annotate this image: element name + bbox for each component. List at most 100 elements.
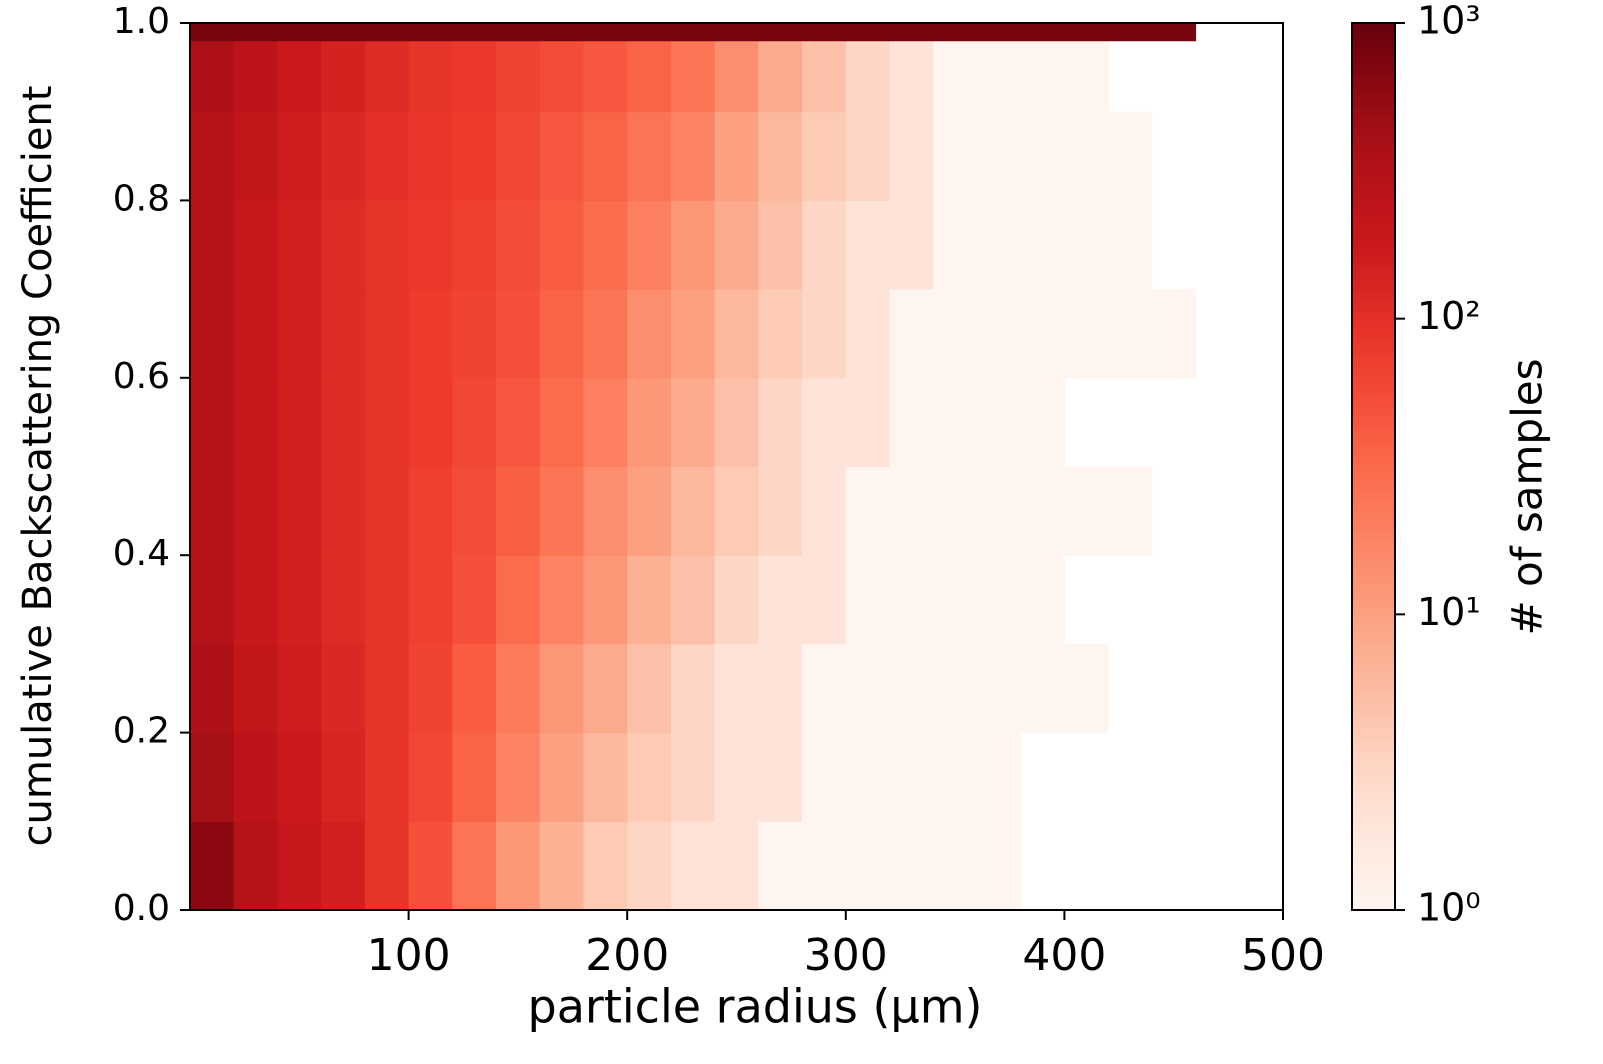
heatmap-cell xyxy=(1020,643,1065,734)
heatmap-cell xyxy=(976,377,1022,467)
heatmap-cell xyxy=(845,732,891,822)
heatmap-cell xyxy=(1108,200,1153,290)
heatmap-cell xyxy=(496,732,541,822)
heatmap-cell xyxy=(233,377,278,467)
heatmap-cell xyxy=(1108,23,1153,42)
heatmap-cell xyxy=(277,643,322,734)
heatmap-cell xyxy=(190,200,235,290)
heatmap-cell xyxy=(408,200,453,290)
y-tick-label: 0.0 xyxy=(113,888,170,929)
heatmap-cell xyxy=(277,111,322,201)
heatmap-cell xyxy=(452,200,497,290)
x-tick-label: 300 xyxy=(804,930,888,981)
heatmap-cell xyxy=(670,289,716,379)
heatmap-cell xyxy=(321,821,366,911)
heatmap-cell xyxy=(889,732,934,822)
colorbar-tick-label: 10⁰ xyxy=(1417,886,1481,930)
heatmap-cell xyxy=(496,111,541,201)
heatmap-cell xyxy=(670,732,716,822)
heatmap-cell xyxy=(408,111,453,201)
heatmap-cell xyxy=(277,732,322,822)
heatmap-cell xyxy=(277,289,322,379)
heatmap-cell xyxy=(976,732,1022,822)
heatmap-cell xyxy=(714,289,759,379)
heatmap-cell xyxy=(933,821,978,911)
heatmap-cell xyxy=(277,377,322,467)
heatmap-cell xyxy=(889,377,934,467)
heatmap-cell xyxy=(933,200,978,290)
heatmap-cell xyxy=(845,111,891,201)
heatmap-cell xyxy=(1020,40,1065,113)
heatmap-cell xyxy=(933,40,978,113)
heatmap-cell xyxy=(364,289,410,379)
colorbar-label: # of samples xyxy=(1503,359,1552,636)
heatmap-cell xyxy=(408,821,453,911)
heatmap-cell xyxy=(1020,555,1065,645)
heatmap-cell xyxy=(321,377,366,467)
x-tick-label: 200 xyxy=(585,930,669,981)
heatmap-cell xyxy=(408,555,453,645)
heatmap-cell xyxy=(889,555,934,645)
heatmap-cell xyxy=(496,289,541,379)
colorbar-tick-label: 10¹ xyxy=(1417,590,1481,634)
x-axis-label: particle radius (μm) xyxy=(528,980,983,1034)
colorbar xyxy=(1351,22,1396,911)
heatmap-cell xyxy=(976,466,1022,556)
y-tick-label: 0.2 xyxy=(113,711,170,752)
heatmap-cell xyxy=(408,23,453,42)
heatmap-cell xyxy=(364,23,410,42)
heatmap-cell xyxy=(758,200,803,290)
heatmap-cell xyxy=(583,732,628,822)
heatmap-cell xyxy=(933,466,978,556)
heatmap-cell xyxy=(758,23,803,42)
heatmap-cell xyxy=(496,821,541,911)
heatmap-cell xyxy=(933,732,978,822)
heatmap-cell xyxy=(1064,111,1109,201)
heatmap-cell xyxy=(233,111,278,201)
heatmap-cell xyxy=(408,289,453,379)
heatmap-cell xyxy=(845,23,891,42)
heatmap-cell xyxy=(408,732,453,822)
heatmap-cell xyxy=(1151,23,1197,42)
heatmap-cell xyxy=(933,555,978,645)
heatmap-cell xyxy=(190,40,235,113)
heatmap-cell xyxy=(408,377,453,467)
heatmap-cell xyxy=(933,377,978,467)
heatmap-cell xyxy=(627,111,672,201)
heatmap-cell xyxy=(496,40,541,113)
heatmap-cell xyxy=(452,377,497,467)
heatmap-cell xyxy=(583,555,628,645)
heatmap-cell xyxy=(539,289,584,379)
heatmap-cell xyxy=(802,23,847,42)
heatmap-cell xyxy=(277,821,322,911)
heatmap-cell xyxy=(976,111,1022,201)
heatmap-cell xyxy=(321,289,366,379)
heatmap-cell xyxy=(321,643,366,734)
heatmap-cell xyxy=(1064,40,1109,113)
heatmap-cell xyxy=(1108,466,1153,556)
heatmap-cell xyxy=(583,466,628,556)
heatmap-cell xyxy=(889,23,934,42)
heatmap-cell xyxy=(714,23,759,42)
heatmap-cell xyxy=(408,466,453,556)
heatmap-cell xyxy=(714,111,759,201)
heatmap-cell xyxy=(889,111,934,201)
heatmap-cell xyxy=(496,23,541,42)
heatmap-cell xyxy=(714,40,759,113)
heatmap-cell xyxy=(1064,466,1109,556)
heatmap-cell xyxy=(364,200,410,290)
heatmap-cell xyxy=(889,200,934,290)
heatmap-cell xyxy=(190,111,235,201)
heatmap-cell xyxy=(1064,289,1109,379)
heatmap-cell xyxy=(1151,289,1197,379)
heatmap-cell xyxy=(321,555,366,645)
heatmap-cell xyxy=(1020,111,1065,201)
heatmap-cell xyxy=(583,40,628,113)
heatmap-cell xyxy=(889,40,934,113)
heatmap-cell xyxy=(539,643,584,734)
heatmap-cell xyxy=(627,732,672,822)
heatmap-cell xyxy=(889,643,934,734)
heatmap-cell xyxy=(845,555,891,645)
heatmap-cell xyxy=(190,821,235,911)
heatmap-cell xyxy=(539,200,584,290)
